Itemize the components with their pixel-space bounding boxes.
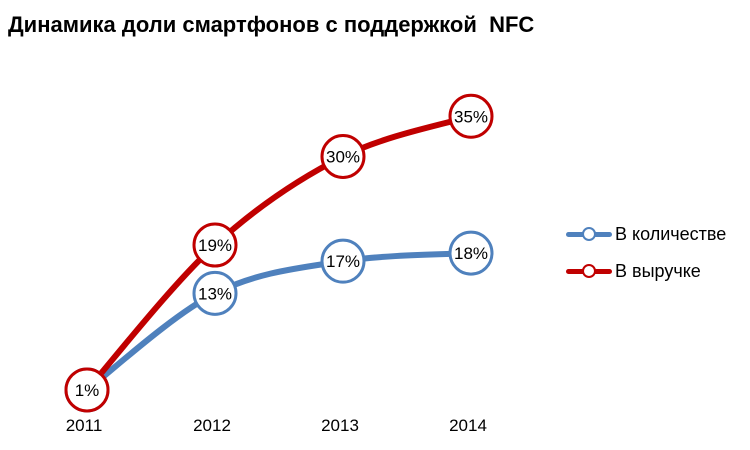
data-point-revenue-2013[interactable] (320, 134, 366, 179)
legend-item-revenue[interactable]: В выручке (566, 255, 726, 287)
data-point-revenue-2011[interactable] (64, 367, 110, 413)
data-label-revenue-2011: 1% (75, 381, 100, 400)
data-point-quantity-2013[interactable] (320, 238, 366, 284)
data-label-revenue-2012: 19% (198, 236, 232, 255)
data-point-quantity-2012[interactable] (192, 270, 238, 316)
x-tick-label-2011: 2011 (66, 416, 103, 435)
data-point-revenue-2012[interactable] (192, 222, 238, 268)
data-label-quantity-2012: 13% (198, 284, 232, 303)
legend-swatch-quantity (566, 227, 612, 241)
legend-label-revenue: В выручке (615, 260, 701, 281)
data-label-quantity-2013: 17% (326, 252, 360, 271)
legend-swatch-revenue (566, 264, 612, 278)
data-label-revenue-2014: 35% (454, 107, 488, 126)
x-tick-label-2012: 2012 (193, 416, 231, 435)
data-point-quantity-2014[interactable] (448, 230, 494, 276)
data-label-revenue-2013: 30% (326, 148, 360, 167)
data-point-revenue-2014[interactable] (448, 93, 494, 139)
x-tick-label-2014: 2014 (449, 416, 487, 435)
legend-item-quantity[interactable]: В количестве (566, 218, 726, 250)
legend: В количестве В выручке (566, 218, 726, 292)
data-label-quantity-2014: 18% (454, 244, 488, 263)
chart-title: Динамика доли смартфонов с поддержкой NF… (8, 12, 535, 37)
series-line-revenue (84, 113, 474, 393)
series-line-quantity (84, 250, 474, 393)
legend-label-quantity: В количестве (615, 223, 727, 244)
x-tick-label-2013: 2013 (321, 416, 359, 435)
